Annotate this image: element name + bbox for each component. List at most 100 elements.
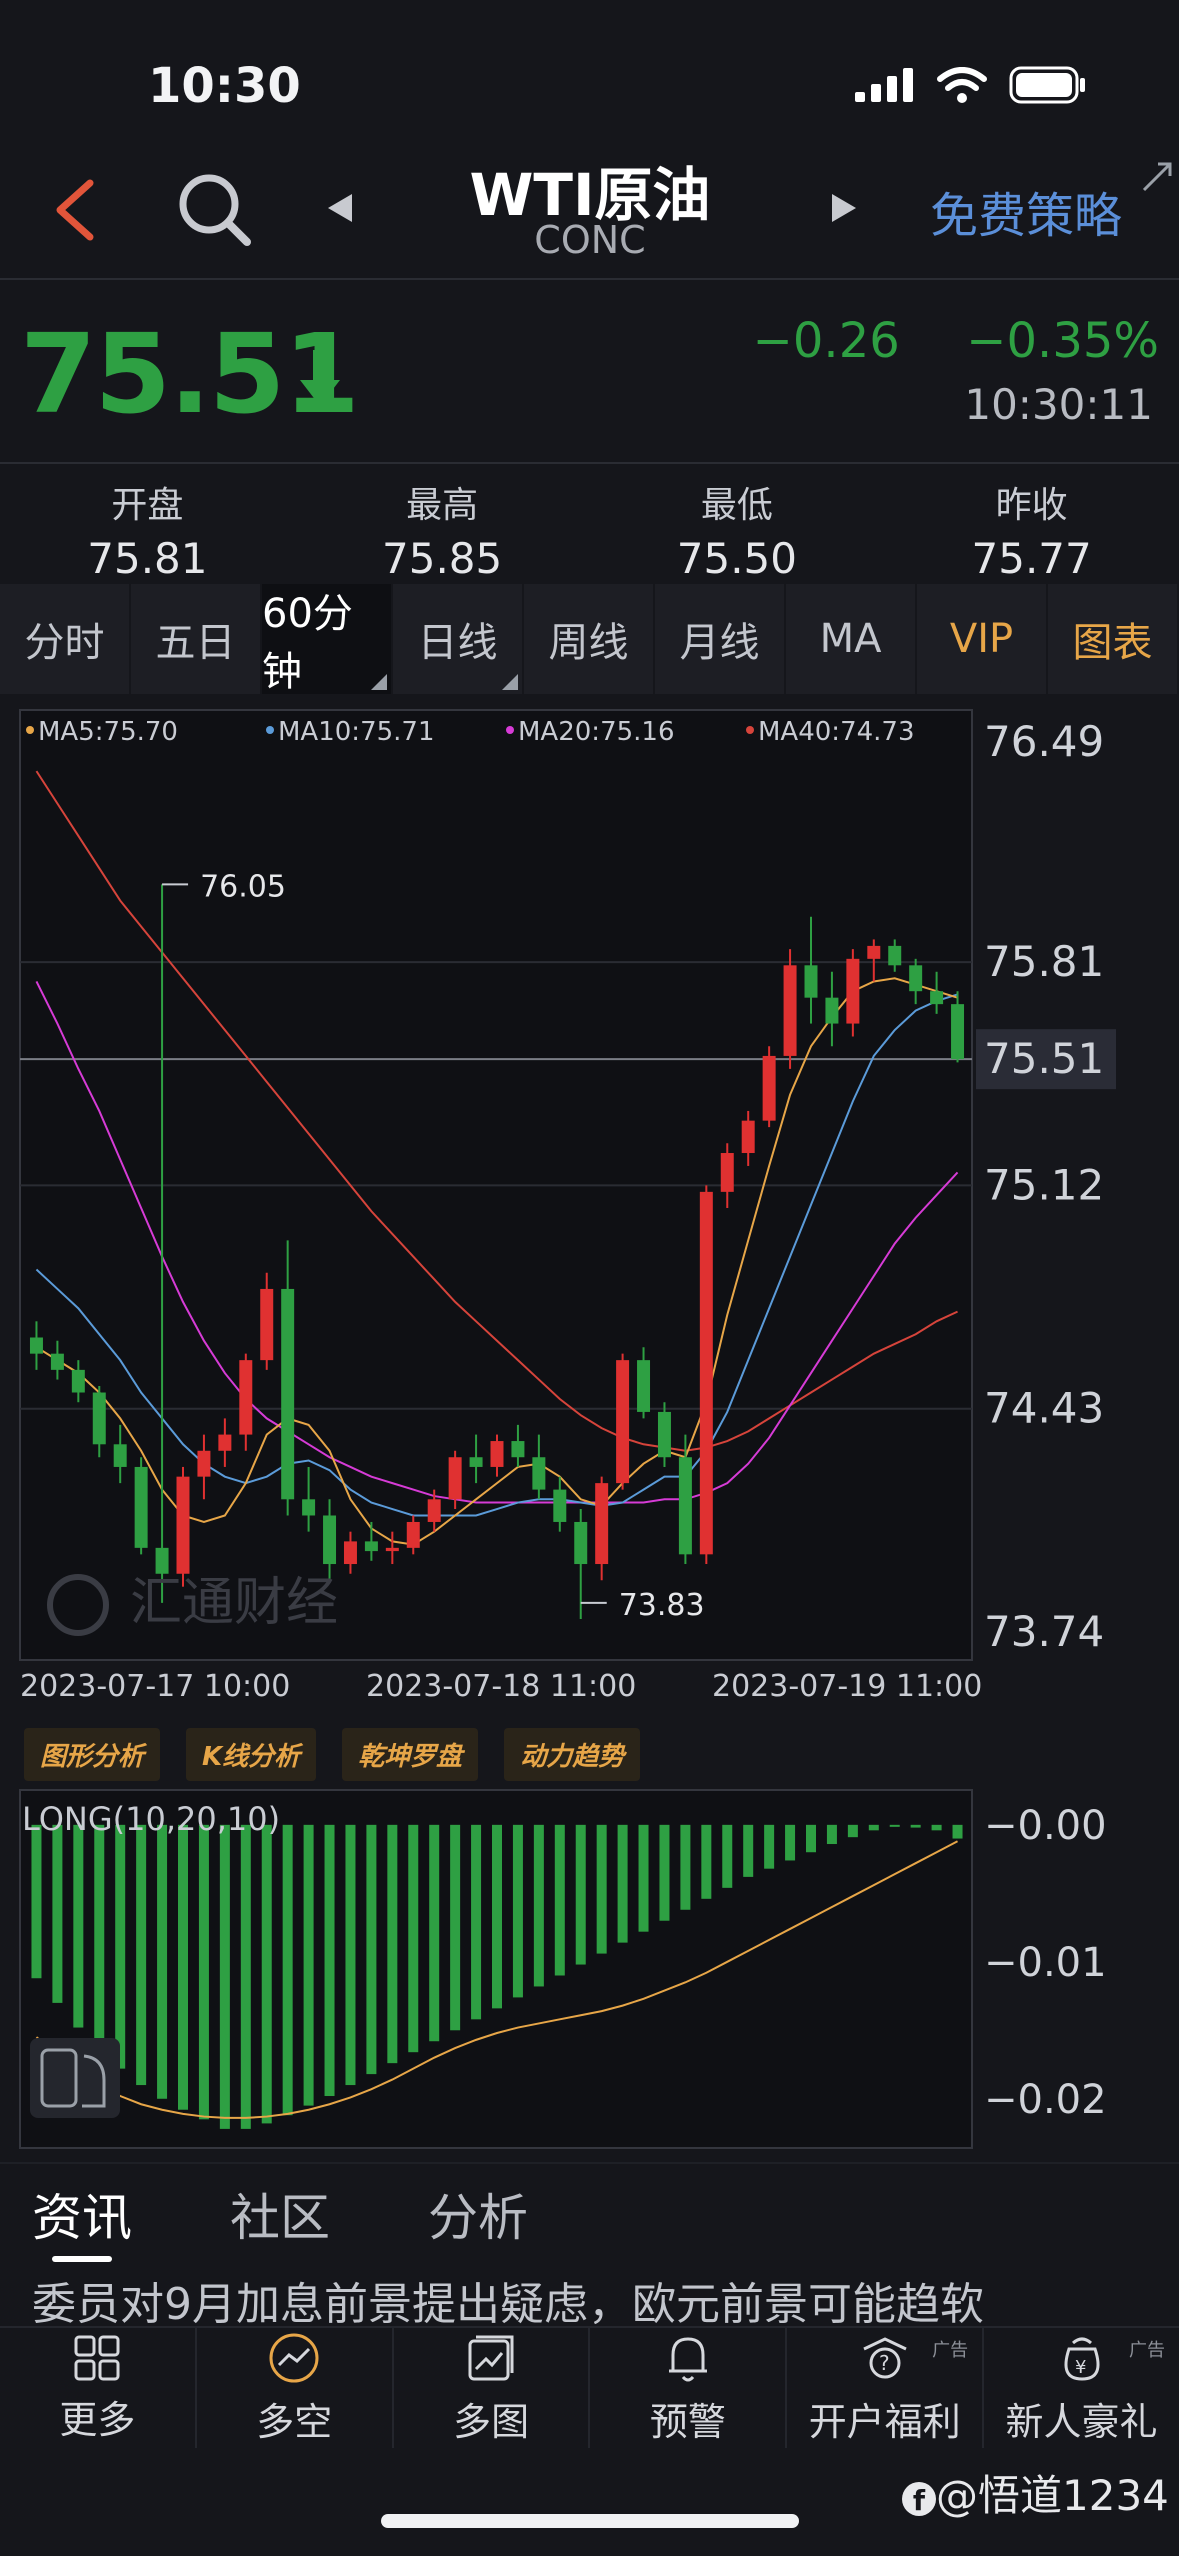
kline-analysis-button[interactable]: K线分析 [186,1728,317,1781]
indicator-bar [638,1824,649,1932]
last-price: 75.51 [20,310,360,438]
indicator-bar [701,1824,712,1899]
indicator-bar [868,1824,879,1831]
status-time: 10:30 [148,58,301,114]
legend-dot [506,726,514,734]
indicator-bar [450,1824,461,2031]
indicator-bar [282,1824,293,2116]
tab-label: 日线 [417,620,498,666]
dock-more[interactable]: 更多 [0,2328,197,2448]
candle [385,1531,399,1565]
home-indicator[interactable] [381,2514,799,2528]
candle-body [385,1547,399,1552]
candle [825,971,839,1047]
stat-value: 75.50 [676,534,797,583]
indicator-bar [198,1824,209,2120]
candle-body [699,1191,713,1555]
free-strategy-link[interactable]: 免费策略 [930,188,1123,244]
indicator-bar [324,1824,335,2097]
tab-intraday[interactable]: 分时 [0,584,131,694]
tab-weekly[interactable]: 周线 [524,584,655,694]
dock-label: 多空 [256,2399,333,2444]
rotate-screen-icon[interactable] [30,2038,120,2118]
indicator-bar [429,1824,440,2042]
dropdown-corner-icon [502,674,518,690]
y-tick-label: −0.01 [984,1940,1107,1986]
candle [343,1531,357,1574]
candle [113,1424,127,1484]
tab-chart[interactable]: 图表 [1048,584,1179,694]
multi-chart-icon [468,2335,514,2380]
indicator-bar [73,1824,84,2028]
tab-five-day[interactable]: 五日 [131,584,262,694]
candle-body [427,1499,441,1522]
candle [678,1434,692,1565]
indicator-bar [303,1824,314,2106]
candle-body [239,1360,253,1435]
candle [720,1143,734,1209]
compass-button[interactable]: 乾坤罗盘 [342,1728,479,1781]
trend-circle-icon [269,2333,319,2382]
expand-corner-icon[interactable] [1140,160,1174,194]
divider [0,462,1179,464]
indicator-bar [31,1824,42,1979]
indicator-bar [617,1824,628,1943]
candle [155,884,169,1603]
stat-open: 开盘 75.81 [0,470,295,583]
candle-body [511,1441,525,1458]
yen-bag-icon: ¥ [1064,2337,1099,2381]
dock-multi-chart[interactable]: 多图 [394,2328,591,2448]
news-ticker[interactable]: 委员对9月加息前景提出疑虑，欧元前景可能趋软 [32,2279,984,2328]
tab-daily[interactable]: 日线 [393,584,524,694]
candle [741,1110,755,1166]
tab-analysis[interactable]: 分析 [428,2189,528,2247]
candle-body [113,1444,127,1467]
quote-time: 10:30:11 [964,380,1153,429]
x-tick-label: 2023-07-19 11:00 [712,1669,982,1700]
indicator-bar [722,1824,733,1888]
search-button[interactable] [175,170,255,250]
gift-question-icon: ? [863,2336,907,2378]
tab-monthly[interactable]: 月线 [655,584,786,694]
prev-symbol-button[interactable] [322,190,358,226]
momentum-button[interactable]: 动力趋势 [504,1728,641,1781]
signal-icon [855,68,913,102]
back-button[interactable] [50,175,100,245]
indicator-chart[interactable]: −0.00 −0.01 −0.02 LONG(10,20,10) [0,1788,1179,2158]
dock-long-short[interactable]: 多空 [197,2328,394,2448]
candle [867,939,881,982]
candle [804,916,818,1024]
tab-community[interactable]: 社区 [230,2189,330,2247]
dock-alert[interactable]: 预警 [590,2328,788,2448]
candle [323,1499,337,1581]
next-symbol-button[interactable] [826,190,862,226]
candle [469,1434,483,1484]
candle-body [29,1337,43,1354]
candle [930,971,944,1014]
dock-label: 预警 [649,2399,726,2444]
candle [511,1424,525,1467]
indicator-bar [492,1824,502,2009]
candle-body [302,1499,316,1516]
tab-news[interactable]: 资讯 [0,2166,164,2262]
triangle-left-icon [328,194,352,222]
candle-body [92,1392,106,1445]
candle-body [867,945,881,959]
divider [0,278,1179,280]
signal-line [35,1840,958,2119]
tab-vip[interactable]: VIP [917,584,1048,694]
candle-body [783,965,797,1056]
tab-ma[interactable]: MA [786,584,917,694]
candle [71,1360,85,1403]
pattern-analysis-button[interactable]: 图形分析 [24,1728,161,1781]
indicator-bar [596,1824,607,1954]
indicator-bar [826,1824,837,1845]
candlestick-chart[interactable]: MA5:75.70 MA10:75.71 MA20:75.16 MA40:74.73 … [0,700,1179,1700]
current-price-tag [976,1029,1116,1090]
x-tick-label: 2023-07-18 11:00 [366,1669,636,1700]
dock-account-benefit[interactable]: 广告 ? 开户福利 [787,2328,985,2448]
dock-newcomer-gift[interactable]: 广告 ¥ 新人豪礼 [984,2328,1179,2448]
ma40-line [35,770,958,1452]
tab-60min[interactable]: 60分钟 [262,584,393,695]
x-tick-label: 2023-07-17 10:00 [20,1669,290,1700]
